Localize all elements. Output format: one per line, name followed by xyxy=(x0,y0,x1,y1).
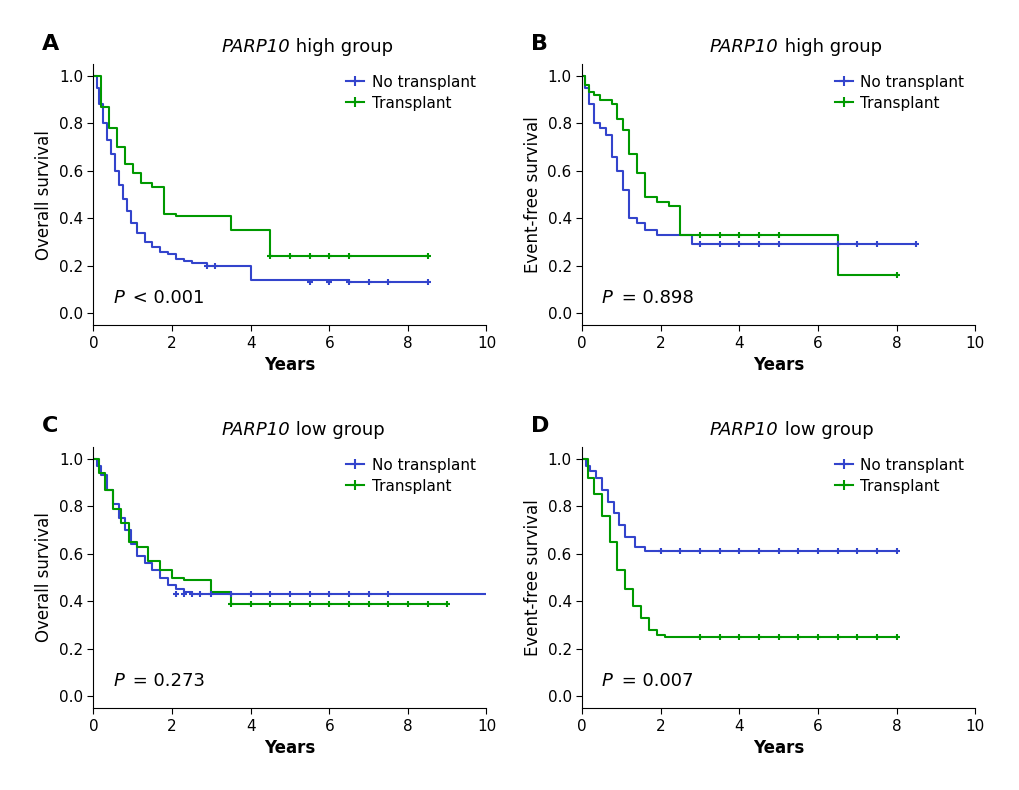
Y-axis label: Overall survival: Overall survival xyxy=(36,513,53,642)
Text: = 0.007: = 0.007 xyxy=(614,672,692,690)
X-axis label: Years: Years xyxy=(752,356,803,374)
Text: PARP10: PARP10 xyxy=(221,421,289,439)
Text: PARP10: PARP10 xyxy=(709,421,777,439)
X-axis label: Years: Years xyxy=(752,739,803,757)
Text: P: P xyxy=(601,289,612,307)
X-axis label: Years: Years xyxy=(264,356,315,374)
Text: A: A xyxy=(42,33,59,54)
Text: PARP10: PARP10 xyxy=(221,38,289,56)
Text: C: C xyxy=(42,416,59,436)
Y-axis label: Event-free survival: Event-free survival xyxy=(524,116,541,273)
X-axis label: Years: Years xyxy=(264,739,315,757)
Text: B: B xyxy=(531,33,547,54)
Text: high group: high group xyxy=(777,38,880,56)
Text: P: P xyxy=(113,289,124,307)
Text: < 0.001: < 0.001 xyxy=(126,289,204,307)
Text: = 0.273: = 0.273 xyxy=(126,672,205,690)
Text: = 0.898: = 0.898 xyxy=(614,289,693,307)
Legend: No transplant, Transplant: No transplant, Transplant xyxy=(342,454,478,497)
Text: high group: high group xyxy=(289,38,392,56)
Text: P: P xyxy=(601,672,612,690)
Legend: No transplant, Transplant: No transplant, Transplant xyxy=(342,72,478,114)
Legend: No transplant, Transplant: No transplant, Transplant xyxy=(830,454,967,497)
Text: P: P xyxy=(113,672,124,690)
Text: D: D xyxy=(531,416,549,436)
Text: low group: low group xyxy=(777,421,872,439)
Text: low group: low group xyxy=(289,421,384,439)
Text: PARP10: PARP10 xyxy=(709,38,777,56)
Y-axis label: Overall survival: Overall survival xyxy=(36,130,53,259)
Y-axis label: Event-free survival: Event-free survival xyxy=(524,499,541,656)
Legend: No transplant, Transplant: No transplant, Transplant xyxy=(830,72,967,114)
